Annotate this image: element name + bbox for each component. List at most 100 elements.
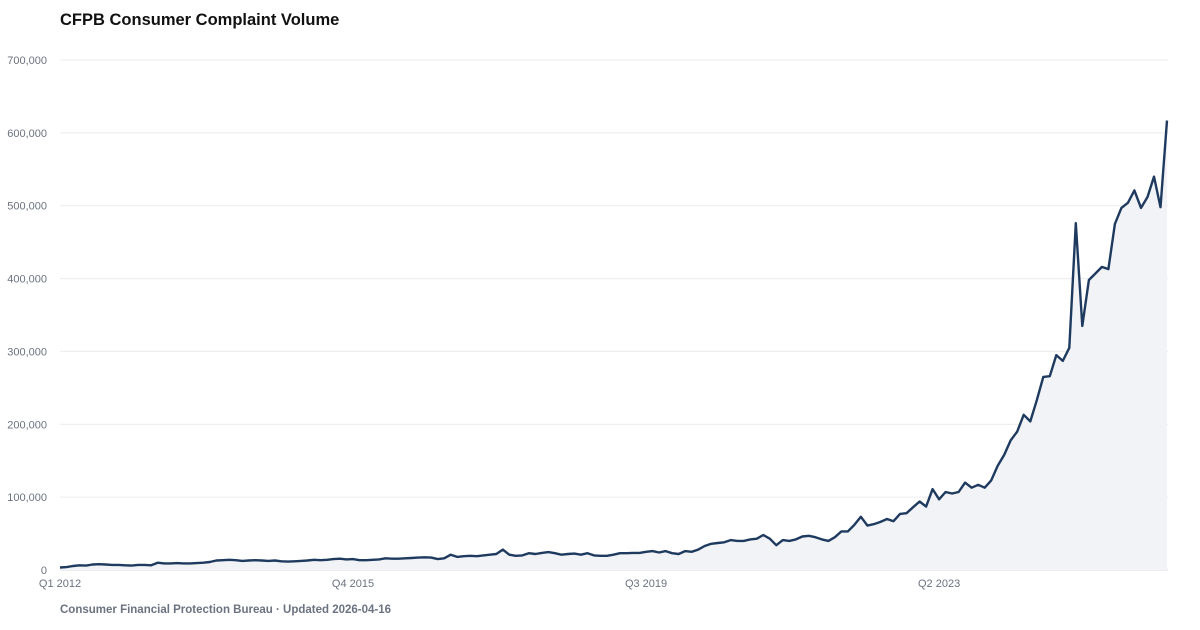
data-point [554, 552, 556, 554]
data-point [1127, 202, 1129, 204]
series-line [59, 120, 1169, 569]
data-point [775, 544, 777, 546]
data-point [892, 520, 894, 522]
data-point [905, 512, 907, 514]
data-point [85, 564, 87, 566]
data-point [189, 562, 191, 564]
data-point [254, 559, 256, 561]
data-point [423, 556, 425, 558]
data-point [619, 552, 621, 554]
data-point [703, 545, 705, 547]
data-point [918, 500, 920, 502]
data-point [235, 559, 237, 561]
x-tick-label: Q3 2019 [625, 578, 667, 590]
data-point [1016, 430, 1018, 432]
data-point [326, 559, 328, 561]
data-point [215, 559, 217, 561]
data-point [834, 536, 836, 538]
data-point [664, 550, 666, 552]
data-point [430, 556, 432, 558]
data-point [1003, 454, 1005, 456]
data-point [352, 558, 354, 560]
data-point [300, 560, 302, 562]
data-point [606, 555, 608, 557]
data-point [912, 506, 914, 508]
data-point [944, 491, 946, 493]
data-point [1010, 439, 1012, 441]
data-point [651, 550, 653, 552]
data-point [59, 566, 61, 568]
data-point [450, 554, 452, 556]
data-point [1042, 376, 1044, 378]
data-point [853, 524, 855, 526]
data-point [716, 542, 718, 544]
data-point [756, 537, 758, 539]
data-point [1036, 399, 1038, 401]
data-point [241, 560, 243, 562]
data-point [508, 554, 510, 556]
data-point [261, 559, 263, 561]
data-point [150, 564, 152, 566]
data-point [443, 557, 445, 559]
data-point [163, 562, 165, 564]
y-tick-label: 0 [41, 565, 47, 577]
data-point [970, 486, 972, 488]
data-point [1029, 420, 1031, 422]
data-point [528, 552, 530, 554]
data-point [1062, 360, 1064, 362]
data-point [931, 488, 933, 490]
data-point [886, 518, 888, 520]
data-point [560, 554, 562, 556]
data-point [658, 551, 660, 553]
data-point [319, 559, 321, 561]
data-point [1146, 196, 1148, 198]
data-point [749, 538, 751, 540]
x-tick-label: Q1 2012 [39, 578, 81, 590]
data-point [143, 564, 145, 566]
data-point [384, 557, 386, 559]
data-point [1101, 266, 1103, 268]
data-point [814, 536, 816, 538]
data-point [938, 498, 940, 500]
data-point [847, 530, 849, 532]
data-point [111, 564, 113, 566]
data-point [515, 555, 517, 557]
data-point [170, 562, 172, 564]
data-point [762, 534, 764, 536]
data-point [684, 550, 686, 552]
y-tick-label: 300,000 [7, 346, 47, 358]
data-point [697, 548, 699, 550]
data-point [996, 465, 998, 467]
data-point [202, 562, 204, 564]
data-point [209, 561, 211, 563]
data-point [1120, 207, 1122, 209]
data-point [410, 557, 412, 559]
data-point [710, 543, 712, 545]
data-point [365, 559, 367, 561]
area-fill [60, 120, 1167, 570]
data-point [599, 555, 601, 557]
data-point [417, 556, 419, 558]
data-point [137, 564, 139, 566]
data-point [65, 566, 67, 568]
x-tick-label: Q2 2023 [918, 578, 960, 590]
data-point [306, 559, 308, 561]
data-point [391, 558, 393, 560]
data-point [196, 562, 198, 564]
data-point [104, 563, 106, 565]
data-point [840, 530, 842, 532]
data-point [586, 552, 588, 554]
data-point [899, 513, 901, 515]
x-axis-ticks: Q1 2012 Q4 2015 Q3 2019 Q2 2023 [39, 578, 960, 590]
data-point [495, 553, 497, 555]
data-point [580, 554, 582, 556]
data-point [72, 565, 74, 567]
data-point [567, 553, 569, 555]
data-point [1133, 189, 1135, 191]
y-tick-label: 200,000 [7, 419, 47, 431]
data-point [248, 559, 250, 561]
data-point [482, 554, 484, 556]
data-point [534, 553, 536, 555]
data-point [723, 541, 725, 543]
